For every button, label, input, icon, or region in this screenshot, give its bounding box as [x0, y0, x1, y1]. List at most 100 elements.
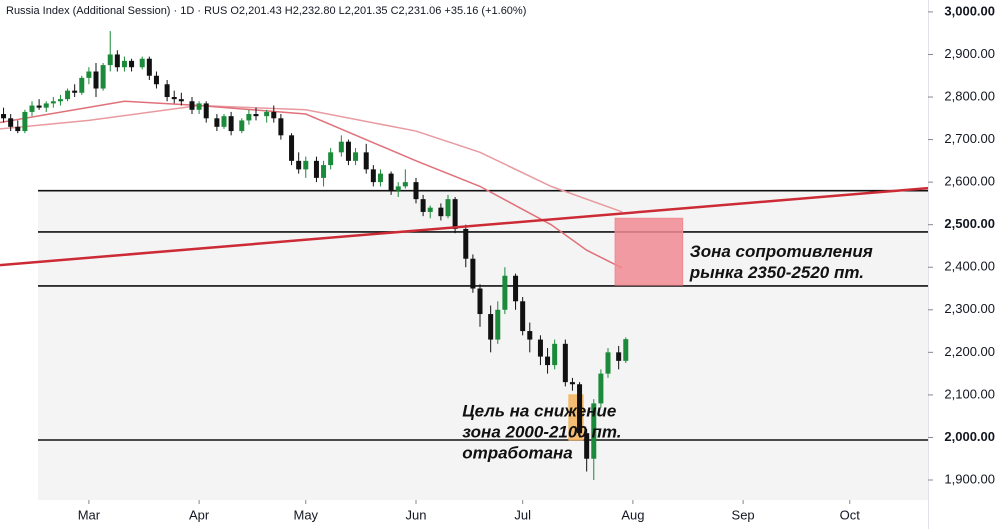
y-tick-label: 2,000.00 — [944, 429, 995, 444]
candle-body — [253, 114, 259, 117]
candle-body — [15, 126, 21, 132]
candle-body — [495, 309, 501, 340]
candle-body — [569, 382, 575, 385]
candle-body — [488, 314, 494, 340]
y-tick-label: 1,900.00 — [944, 471, 995, 486]
candle-body — [303, 160, 309, 170]
candle-body — [79, 77, 85, 93]
candle-body — [545, 356, 551, 366]
candle-body — [452, 199, 458, 229]
candle-body — [520, 301, 526, 332]
axis-border — [928, 0, 929, 529]
candle-body — [1, 114, 7, 119]
candle-body — [345, 141, 351, 161]
candle-body — [22, 111, 28, 132]
candle-body — [129, 60, 135, 68]
candle-body — [57, 99, 63, 102]
x-tick-label: Mar — [78, 507, 101, 522]
annotation: Цель на снижение — [462, 401, 616, 420]
annotation: зона 2000-2100 пт. — [462, 422, 621, 441]
candle-body — [477, 288, 483, 315]
x-tick-label: May — [293, 507, 318, 522]
candle-body — [107, 54, 113, 66]
candle-body — [171, 97, 177, 100]
candle-body — [271, 111, 277, 119]
candle-body — [114, 54, 120, 68]
x-tick-label: Jun — [406, 507, 427, 522]
highlight-zone — [614, 217, 684, 286]
candle-body — [29, 105, 35, 112]
candle-body — [388, 173, 394, 191]
candle-body — [353, 152, 359, 161]
y-tick-label: 2,100.00 — [944, 386, 995, 401]
candle-body — [463, 228, 469, 259]
x-tick-label: Oct — [840, 507, 861, 522]
candle-body — [313, 160, 319, 178]
moving-average — [0, 100, 623, 269]
candle-body — [395, 186, 401, 191]
candle-body — [278, 118, 284, 136]
candle-body — [214, 118, 220, 127]
candle-body — [264, 111, 270, 117]
candle-body — [616, 352, 622, 361]
candle-body — [296, 160, 302, 170]
candle-body — [513, 275, 519, 302]
candle-body — [65, 90, 71, 100]
candle-body — [8, 118, 14, 127]
candle-body — [36, 105, 42, 108]
candle-body — [470, 258, 476, 289]
candle-body — [321, 165, 327, 178]
candle-body — [562, 343, 568, 383]
candle-body — [438, 207, 444, 217]
moving-average — [0, 104, 623, 213]
y-tick-label: 3,000.00 — [944, 3, 995, 18]
y-tick-label: 2,200.00 — [944, 344, 995, 359]
candle-body — [537, 339, 543, 357]
candle-body — [289, 135, 295, 161]
candle-body — [139, 58, 145, 68]
candle-body — [86, 71, 92, 78]
candle-body — [239, 120, 245, 132]
candle-body — [43, 103, 49, 108]
candle-body — [93, 71, 99, 89]
candle-body — [370, 169, 376, 183]
annotation: рынка 2350-2520 пт. — [689, 263, 864, 282]
candle-body — [72, 90, 78, 93]
y-tick-label: 2,400.00 — [944, 259, 995, 274]
x-tick-label: Aug — [621, 507, 644, 522]
y-tick-label: 2,500.00 — [944, 216, 995, 231]
x-tick-label: Sep — [732, 507, 755, 522]
candle-body — [228, 116, 234, 132]
candle-body — [203, 103, 209, 119]
candle-body — [338, 141, 344, 153]
candle-body — [121, 60, 127, 68]
candle-body — [246, 114, 252, 121]
candle-body — [527, 331, 533, 340]
candle-body — [445, 199, 451, 217]
candle-body — [146, 58, 152, 76]
trend-line — [0, 186, 929, 267]
candle-body — [377, 173, 383, 183]
level-zone-shade — [38, 190, 928, 500]
y-tick-label: 2,600.00 — [944, 174, 995, 189]
candle-body — [413, 182, 419, 200]
candle-body — [100, 65, 106, 89]
candle-body — [577, 384, 583, 434]
candle-body — [598, 373, 604, 404]
x-tick-label: Apr — [189, 507, 210, 522]
x-tick-label: Jul — [514, 507, 531, 522]
candle-body — [623, 339, 629, 361]
candle-body — [196, 103, 202, 110]
candle-body — [502, 275, 508, 310]
candle-body — [363, 152, 369, 170]
candle-body — [189, 101, 195, 110]
candle-body — [591, 403, 597, 459]
candle-body — [605, 352, 611, 374]
chart-header: Russia Index (Additional Session) · 1D ·… — [6, 5, 526, 17]
candle-body — [153, 75, 159, 85]
candle-body — [50, 101, 56, 104]
candle-body — [221, 116, 227, 127]
candle-body — [402, 182, 408, 187]
candle-body — [584, 433, 590, 459]
